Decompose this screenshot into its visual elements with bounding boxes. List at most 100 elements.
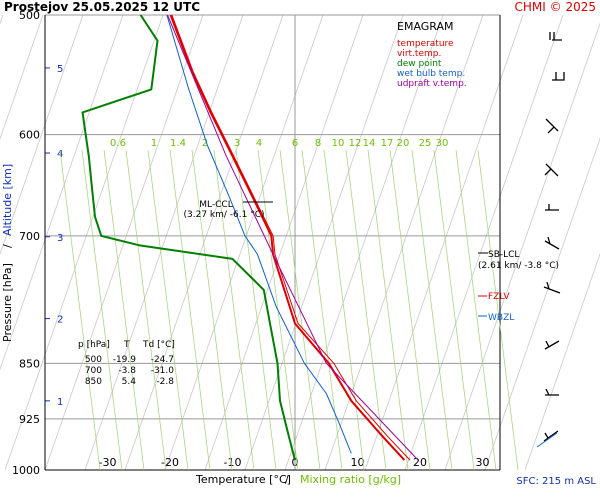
isotherm-line [204, 14, 364, 471]
table-cell: -2.8 [156, 377, 174, 387]
mixing-ratio-line [389, 149, 431, 471]
mixing-ratio-line [477, 149, 519, 471]
mixing-ratio-line [59, 149, 101, 471]
mixing-ratio-label: 1 [151, 138, 157, 149]
table-cell: 500 [85, 355, 102, 365]
temperature-tick-label: 20 [413, 456, 427, 469]
isotherm-line [4, 14, 164, 471]
legend-title: EMAGRAM [397, 20, 454, 33]
pressure-tick-label: 500 [19, 9, 40, 22]
mixing-ratio-line [235, 149, 277, 471]
mixing-ratio-line [125, 149, 167, 471]
altitude-tick-label: 4 [57, 149, 63, 160]
x-axis-label-mixing: Mixing ratio [g/kg] [300, 473, 401, 486]
table-cell: -31.0 [151, 366, 175, 376]
mixing-ratio-label: 14 [363, 138, 376, 149]
pressure-tick-label: 700 [19, 230, 40, 243]
virtual-temperature-line [171, 14, 411, 461]
table-header-p: p [hPa] [78, 340, 110, 350]
isotherm-line [484, 137, 600, 471]
wind-barb [543, 281, 561, 294]
sblcl-value: (2.61 km/ -3.8 °C) [478, 261, 559, 271]
altitude-tick-label: 3 [57, 233, 63, 244]
mixing-ratio-label: 4 [256, 138, 262, 149]
mixing-ratio-label: 10 [332, 138, 345, 149]
temperature-tick-label: -20 [161, 456, 179, 469]
mixing-ratio-line [345, 149, 387, 471]
pressure-tick-label: 600 [19, 129, 40, 142]
mixing-ratio-label: 2 [202, 138, 208, 149]
altitude-tick-label: 2 [57, 315, 63, 326]
legend-item-virt-temp: virt.temp. [397, 49, 441, 59]
wet-bulb-line [166, 14, 352, 454]
isotherm-line [444, 22, 600, 471]
isotherm-line [0, 14, 44, 141]
table-header-td: Td [°C] [142, 340, 175, 350]
copyright-text: CHMI © 2025 [515, 0, 596, 14]
wind-barb [543, 430, 559, 442]
updraft-line [167, 14, 419, 461]
y-axis-title: Pressure [hPa] / Altitude [km] [1, 164, 14, 342]
sblcl-label: SB-LCL [488, 250, 519, 260]
altitude-tick-label: 5 [57, 64, 63, 75]
table-cell: -19.9 [113, 355, 137, 365]
altitude-tick-label: 1 [57, 397, 63, 408]
mixing-ratio-label: 0.6 [110, 138, 126, 149]
isotherm-line [84, 14, 244, 471]
isotherm-line [244, 14, 404, 471]
isotherm-line [0, 14, 4, 25]
wind-barb [549, 32, 562, 41]
isotherm-line [164, 14, 324, 471]
isotherm-line [124, 14, 284, 471]
isotherm-line [324, 14, 484, 471]
isotherm-line [0, 14, 124, 371]
table-cell: -3.8 [118, 366, 136, 376]
legend: EMAGRAM temperature virt.temp. dew point… [397, 20, 467, 89]
chart-title: Prostejov 25.05.2025 12 UTC [4, 0, 200, 14]
mixing-ratio-line [411, 149, 453, 471]
x-axis-label-separator: / [285, 473, 289, 486]
table-cell: 700 [85, 366, 102, 376]
temperature-tick-label: -10 [224, 456, 242, 469]
mixing-ratio-line [455, 149, 497, 471]
temperature-tick-label: -30 [99, 456, 117, 469]
legend-item-updraft: udpraft v.temp. [397, 79, 467, 89]
isotherm-line [0, 14, 84, 256]
wind-barb [545, 118, 559, 134]
legend-item-temperature: temperature [397, 39, 454, 49]
surface-wind-marker [536, 432, 558, 448]
wind-barb [544, 340, 560, 350]
y-axis-label-separator: / [1, 244, 14, 248]
mixing-ratio-line [191, 149, 233, 471]
dew-point-line [81, 14, 296, 461]
wind-barb [545, 204, 559, 211]
pressure-tick-label: 925 [19, 413, 40, 426]
pressure-tick-label: 1000 [12, 464, 40, 477]
temperature-line [169, 14, 406, 461]
temperature-tick-label: 30 [476, 456, 490, 469]
data-table: p [hPa] T Td [°C] 500 -19.9 -24.7 700 -3… [78, 340, 175, 387]
mixing-ratio-line [433, 149, 475, 471]
wind-barb [544, 236, 560, 250]
mixing-ratio-line [103, 149, 145, 471]
temperature-tick-label: 10 [351, 456, 365, 469]
wbzl-label: WBZL [488, 313, 514, 323]
pressure-tick-label: 850 [19, 357, 40, 370]
mixing-ratio-label: 6 [292, 138, 298, 149]
isotherm-line [364, 14, 524, 471]
mlccl-value: (3.27 km/ -6.1 °C) [184, 210, 265, 220]
x-axis-label-temperature: Temperature [°C] [195, 473, 291, 486]
isotherm-line [284, 14, 444, 471]
wind-barb [552, 72, 565, 81]
mixing-ratio-line [213, 149, 255, 471]
wind-barb [545, 388, 559, 396]
mixing-ratio-label: 17 [381, 138, 394, 149]
table-cell: 850 [85, 377, 102, 387]
wind-barb [544, 163, 559, 177]
legend-item-wet-bulb: wet bulb temp. [397, 69, 465, 79]
table-cell: -24.7 [151, 355, 174, 365]
mixing-ratio-label: 3 [234, 138, 240, 149]
mixing-ratio-line [323, 149, 365, 471]
isotherm-line [404, 14, 564, 471]
